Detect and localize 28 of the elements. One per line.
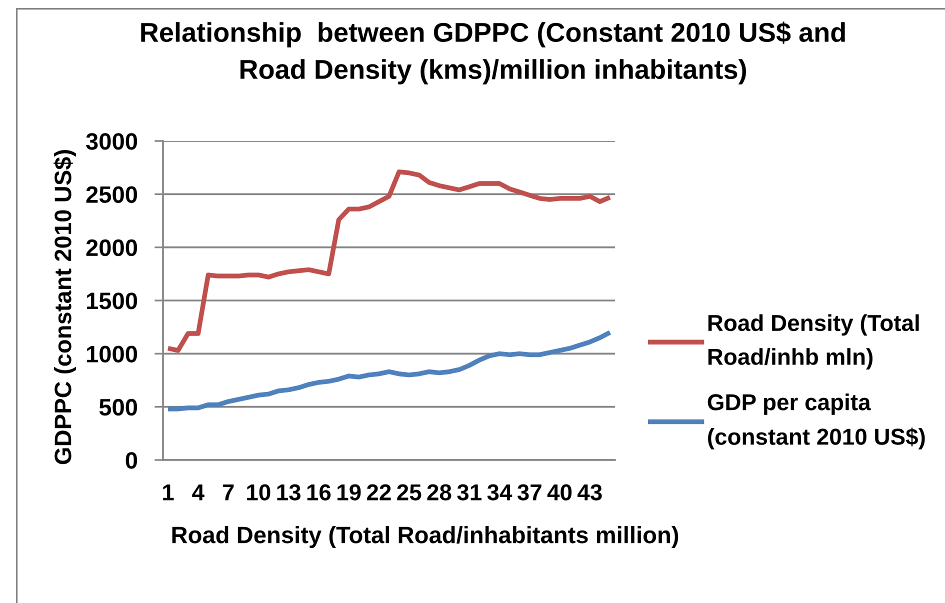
x-tick-label: 43	[577, 484, 602, 500]
x-tick-label: 31	[457, 484, 482, 500]
y-tick-label: 500	[99, 398, 138, 416]
chart-title: Relationship between GDPPC (Constant 2010 US$ and Road Density (kms)/million inhabitants)	[141, 22, 845, 84]
x-tick-label: 22	[367, 484, 391, 500]
y-axis-title: GDPPC (constant 2010 US$)	[54, 150, 76, 464]
x-tick-label: 10	[247, 484, 270, 500]
y-tick-label: 3000	[86, 133, 138, 150]
y-tick-label: 2500	[86, 186, 138, 203]
legend-label: Road Density (Total Road/inhb mln)	[708, 314, 919, 370]
x-tick-label: 28	[427, 484, 452, 500]
x-tick-label: 1	[163, 484, 174, 500]
x-tick-label: 37	[517, 484, 542, 500]
y-tick-label: 0	[126, 452, 138, 469]
y-tick-label: 2000	[86, 239, 138, 256]
x-tick-label: 13	[277, 484, 300, 500]
x-axis-title: Road Density (Total Road/inhabitants million)	[172, 526, 678, 548]
x-tick-label: 4	[192, 484, 204, 500]
x-tick-label: 40	[547, 484, 572, 500]
x-tick-label: 7	[222, 484, 234, 500]
line-series	[166, 169, 612, 353]
x-tick-label: 25	[397, 484, 422, 500]
x-tick-label: 16	[307, 484, 331, 500]
legend-label: GDP per capita (constant 2010 US$)	[708, 394, 925, 450]
x-tick-label: 19	[338, 484, 361, 500]
x-tick-label: 34	[487, 484, 512, 500]
y-tick-label: 1500	[86, 292, 138, 310]
y-tick-label: 1000	[86, 346, 138, 362]
